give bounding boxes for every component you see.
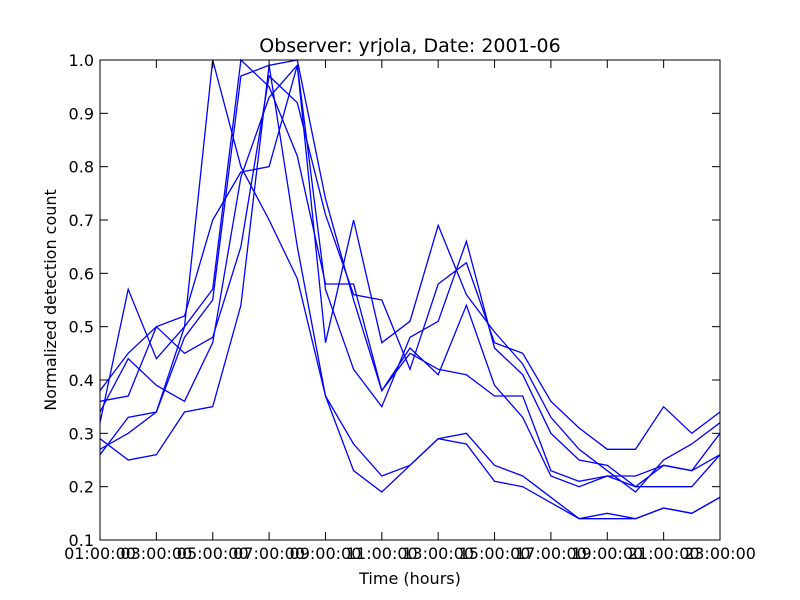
series-line-6 (99, 74, 721, 450)
series-line-5 (99, 65, 721, 488)
x-axis-title: Time (hours) (358, 569, 461, 588)
x-tick-label: 17:00:00 (515, 544, 587, 563)
plot-frame (99, 59, 721, 541)
x-tick-label: 05:00:00 (177, 544, 249, 563)
x-tick-label: 23:00:00 (684, 544, 756, 563)
x-tick-label: 13:00:00 (402, 544, 474, 563)
y-tick-label: 0.3 (69, 424, 94, 443)
x-tick-label: 19:00:00 (571, 544, 643, 563)
y-tick-label: 0.8 (69, 158, 94, 177)
x-tick-label: 09:00:00 (290, 544, 362, 563)
series-layer (99, 58, 721, 520)
y-tick-label: 0.7 (69, 211, 94, 230)
y-tick-label: 0.1 (69, 531, 94, 550)
chart-title: Observer: yrjola, Date: 2001-06 (259, 35, 560, 57)
x-tick-label: 03:00:00 (120, 544, 192, 563)
y-axis-title: Normalized detection count (41, 189, 60, 411)
y-tick-label: 0.2 (69, 478, 94, 497)
y-tick-label: 0.4 (69, 371, 94, 390)
y-tick-label: 1.0 (69, 51, 94, 70)
ticks-layer: 01:00:0003:00:0005:00:0007:00:0009:00:00… (64, 51, 756, 563)
y-tick-label: 0.6 (69, 264, 94, 283)
x-tick-label: 07:00:00 (233, 544, 305, 563)
y-tick-label: 0.5 (69, 318, 94, 337)
x-tick-label: 01:00:00 (64, 544, 136, 563)
y-tick-label: 0.9 (69, 104, 94, 123)
x-tick-label: 21:00:00 (628, 544, 700, 563)
series-line-3 (99, 59, 721, 482)
x-tick-label: 15:00:00 (459, 544, 531, 563)
series-line-7 (99, 63, 721, 493)
x-tick-label: 11:00:00 (346, 544, 418, 563)
series-line-4 (99, 58, 721, 488)
series-line-2 (99, 64, 721, 520)
